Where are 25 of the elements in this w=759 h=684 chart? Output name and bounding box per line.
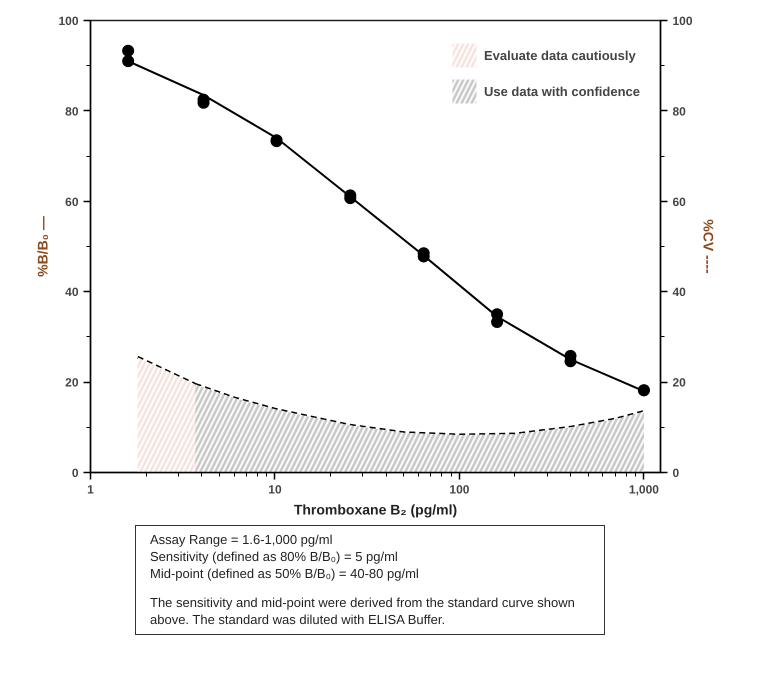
y2-tick-label: 60 bbox=[672, 194, 686, 209]
y-tick-label: 60 bbox=[65, 194, 79, 209]
text: Mid-point (defined as 50% B/B₀) = 40-80 pg/ml bbox=[150, 566, 420, 583]
text: Assay Range = 1.6-1,000 pg/ml bbox=[150, 532, 334, 549]
y-tick-label: 0 bbox=[72, 466, 79, 480]
y2-tick-label: 20 bbox=[672, 376, 686, 390]
y2-tick-label: 0 bbox=[672, 466, 680, 480]
y-tick-label: 40 bbox=[65, 285, 79, 300]
y2-tick-label: 80 bbox=[672, 104, 686, 118]
x-axis-title: Thromboxane B₂ (pg/ml) bbox=[294, 502, 458, 518]
legend-label: Evaluate data cautiously bbox=[484, 48, 636, 62]
y-axis-title: %B/B₀ — bbox=[34, 216, 50, 277]
text: Sensitivity (defined as 80% B/B₀) = 5 pg/ml bbox=[150, 548, 399, 566]
x-tick-label: 1 bbox=[87, 482, 94, 496]
y2-axis-title: %CV ---- bbox=[700, 219, 717, 274]
x-tick-label: 10 bbox=[268, 482, 282, 496]
y-tick-label: 20 bbox=[65, 376, 79, 390]
legend-label: Use data with confidence bbox=[484, 84, 640, 98]
y-tick-label: 100 bbox=[58, 14, 79, 28]
y2-tick-label: 40 bbox=[672, 285, 686, 300]
y2-tick-label: 100 bbox=[672, 14, 693, 28]
x-tick-label: 100 bbox=[449, 482, 470, 496]
text: The sensitivity and mid-point were derived from the standard curve shown above. The standard was diluted with ELISA Buffer. bbox=[150, 594, 576, 628]
y-tick-label: 80 bbox=[65, 104, 79, 118]
x-tick-label: 1,000 bbox=[628, 482, 660, 496]
